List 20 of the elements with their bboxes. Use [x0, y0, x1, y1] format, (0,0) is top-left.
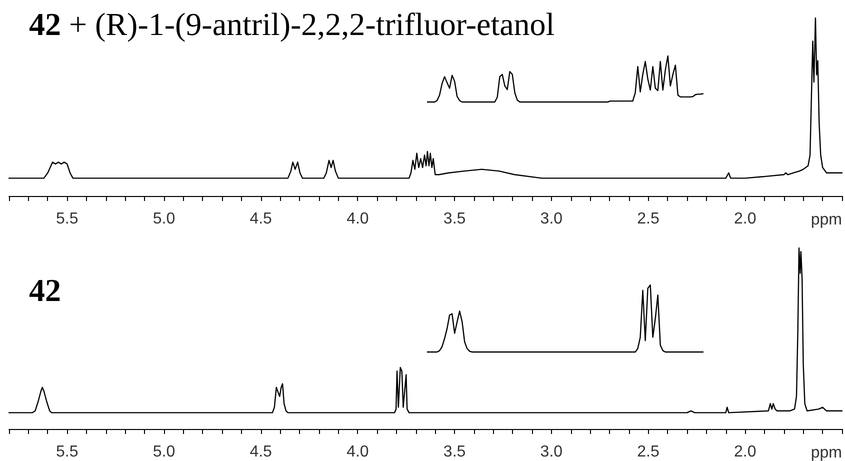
- x-tick-label: 4.0: [346, 210, 369, 228]
- chart-title: 42 + (R)-1-(9-antril)-2,2,2-trifluor-etanol: [29, 6, 555, 42]
- text: 42: [29, 272, 61, 308]
- x-axis-title: ppm: [810, 444, 842, 461]
- x-tick-label: 5.0: [152, 444, 176, 460]
- x-tick-label: 2.5: [637, 444, 660, 460]
- x-tick-label: 5.5: [56, 210, 78, 228]
- x-tick-label: 3.5: [443, 210, 466, 228]
- x-tick-label: 3.5: [443, 444, 466, 460]
- x-tick-label: 4.5: [250, 444, 272, 460]
- x-tick-label: 3.0: [540, 444, 563, 460]
- x-tick-label: 2.0: [734, 210, 756, 228]
- x-axis-title: ppm: [810, 212, 842, 228]
- x-tick-label: 3.0: [540, 210, 563, 228]
- x-tick-label: 5.5: [56, 444, 78, 460]
- x-tick-label: 5.0: [152, 210, 176, 228]
- x-tick-label: 2.0: [734, 444, 756, 460]
- x-tick-label: 2.5: [637, 210, 660, 228]
- x-tick-label: 4.0: [346, 444, 369, 460]
- x-tick-label: 4.5: [250, 210, 272, 228]
